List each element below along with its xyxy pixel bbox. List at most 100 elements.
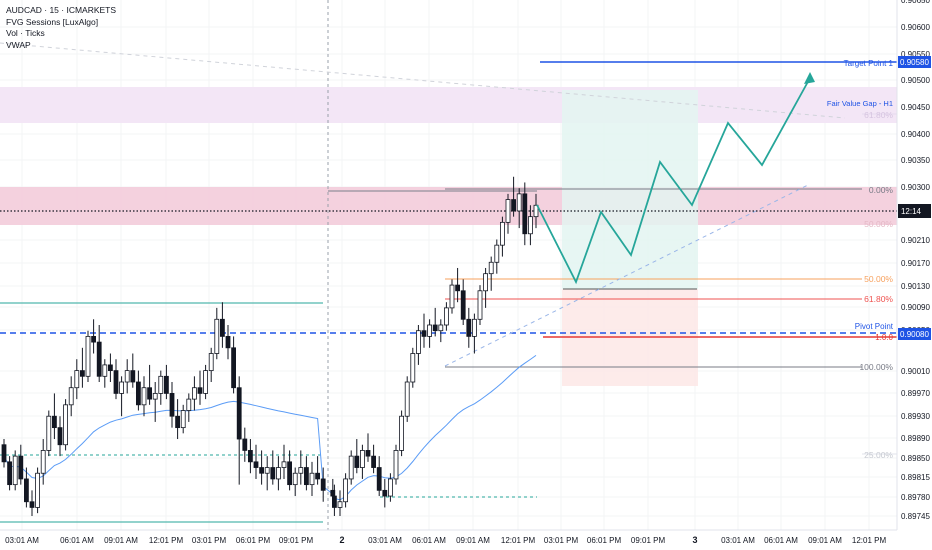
candle-bearish [303, 467, 309, 486]
candle-bullish [393, 450, 399, 480]
candle-bearish [511, 199, 517, 212]
candle-bearish [18, 455, 24, 480]
candle-bearish [382, 489, 388, 497]
candle-bullish [35, 472, 40, 508]
time-tick-label: 06:01 AM [412, 536, 446, 545]
price-tick-label: 0.90300 [901, 183, 930, 192]
candle-bullish [404, 381, 410, 417]
fvg-h1-label: Fair Value Gap - H1 [827, 99, 893, 108]
candle-bearish [163, 375, 169, 394]
candle-bearish [1, 444, 7, 463]
candle-bullish [74, 370, 80, 389]
fib-50-faded-label: 50.00% [864, 219, 893, 229]
candle-bullish [158, 375, 164, 394]
candle-bullish [180, 410, 186, 429]
candle-bearish [23, 478, 29, 503]
time-tick-label: 09:01 AM [808, 536, 842, 545]
candle-bullish [399, 415, 405, 451]
price-tick-label: 0.90400 [901, 130, 930, 139]
candle-bullish [499, 221, 505, 246]
time-tick-label: 09:01 PM [631, 536, 666, 545]
candle-bullish [141, 387, 147, 406]
candle-bullish [471, 318, 477, 337]
target-price-tag [898, 56, 931, 68]
candle-bullish [488, 261, 494, 275]
time-tick-label: 03:01 PM [192, 536, 227, 545]
candle-bullish [516, 193, 522, 212]
candle-bullish [337, 501, 343, 508]
candle-bearish [460, 290, 466, 320]
price-tick-label: 0.90650 [901, 0, 930, 5]
time-tick-label: 12:01 PM [501, 536, 536, 545]
price-axis[interactable] [897, 0, 932, 530]
candle-bearish [331, 495, 337, 508]
legend-indicator-vwap[interactable]: VWAP [6, 39, 31, 50]
candle-bearish [80, 370, 85, 377]
candle-bullish [191, 387, 197, 400]
candle-bullish [298, 467, 304, 474]
fib-618-faded-label: 61.80% [864, 110, 893, 120]
candle-bearish [169, 393, 175, 417]
time-tick-label: 06:01 AM [60, 536, 94, 545]
target-point-label: Target Point 1 [844, 59, 894, 68]
candle-bullish [443, 307, 449, 326]
support-trend-line [444, 183, 811, 367]
fib-0-label: 0.00% [869, 185, 894, 195]
price-tick-label: 0.90010 [901, 367, 930, 376]
candle-bearish [371, 455, 377, 468]
candle-bearish [91, 335, 96, 343]
time-tick-label: 09:01 AM [104, 536, 138, 545]
pivot-price-tag-text: 0.90080 [900, 330, 929, 339]
time-tick-label: 09:01 AM [456, 536, 490, 545]
fib-50-label: 50.00% [864, 274, 893, 284]
price-tick-label: 0.89970 [901, 389, 930, 398]
price-tick-label: 0.89780 [901, 493, 930, 502]
countdown-tag [898, 204, 931, 218]
candle-bullish [85, 335, 91, 377]
candle-bullish [359, 450, 365, 468]
candle-bullish [63, 404, 68, 446]
projection-path [536, 77, 811, 285]
time-tick-label: 03:01 AM [368, 536, 402, 545]
time-axis-ticks: 03:01 AM 06:01 AM 09:01 AM 12:01 PM 03:01 PM… [5, 535, 886, 545]
candle-bullish [208, 353, 214, 372]
time-tick-label: 2 [339, 535, 344, 545]
candle-bearish [253, 461, 259, 468]
target-price-tag-text: 0.90580 [900, 58, 929, 67]
candle-bearish [242, 438, 248, 451]
time-tick-label: 12:01 PM [149, 536, 184, 545]
fib-100-label: 100.00% [859, 362, 893, 372]
candle-bearish [365, 450, 371, 457]
candle-bullish [281, 461, 287, 468]
candle-bearish [236, 387, 242, 440]
fvg-h1-zone [0, 87, 897, 123]
candle-bearish [231, 347, 237, 389]
candle-bullish [343, 478, 349, 503]
price-tick-label: 0.90450 [901, 103, 930, 112]
price-tick-label: 0.90500 [901, 76, 930, 85]
countdown-tag-text: 12:14 [901, 207, 922, 216]
price-tick-label: 0.90210 [901, 236, 930, 245]
time-axis[interactable] [0, 530, 932, 550]
candle-bullish [102, 364, 108, 377]
candle-bearish [466, 318, 472, 337]
candle-bullish [415, 330, 421, 354]
candle-bearish [52, 415, 57, 429]
fvg-session-zone [0, 187, 897, 225]
candle-bearish [354, 455, 360, 468]
time-tick-label: 12:01 PM [852, 536, 887, 545]
candle-bullish [68, 387, 74, 406]
legend-indicator-volume[interactable]: Vol · Ticks [6, 28, 45, 38]
time-tick-label: 3 [692, 535, 697, 545]
price-tick-label: 0.90090 [901, 303, 930, 312]
chart-legend: AUDCAD · 15 · ICMARKETS FVG Sessions [Lu… [6, 5, 116, 51]
candle-bullish [533, 204, 539, 218]
candle-bullish [505, 199, 511, 223]
price-tick-label: 0.90130 [901, 282, 930, 291]
candle-bearish [270, 467, 276, 480]
price-tick-label: 0.89890 [901, 434, 930, 443]
candle-bearish [130, 370, 136, 383]
candle-bearish [113, 370, 119, 394]
legend-indicator-fvg[interactable]: FVG Sessions [LuxAlgo] [6, 16, 99, 27]
